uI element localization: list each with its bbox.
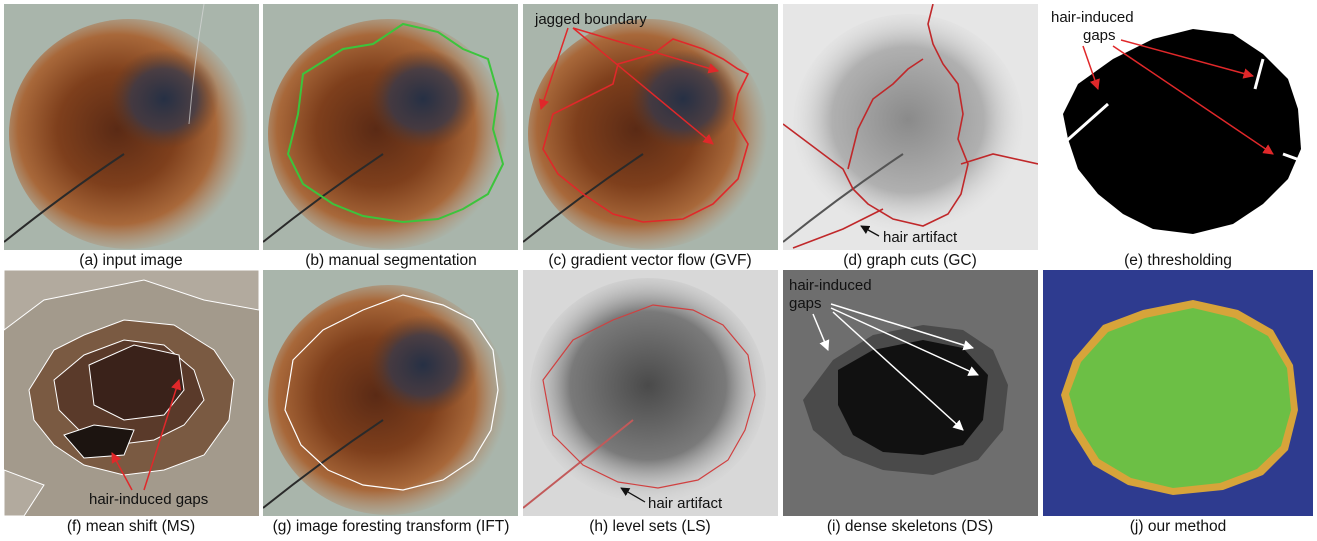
caption-a: (a) input image — [79, 252, 183, 269]
panel-b-manual-segmentation — [263, 4, 518, 250]
panel-j-our-method — [1043, 270, 1313, 516]
gvf-contour — [542, 38, 750, 223]
caption-j: (j) our method — [1129, 518, 1227, 535]
panel-c-gvf: jagged boundary — [523, 4, 778, 250]
mean-shift-regions: hair-induced gaps — [4, 270, 259, 516]
panel-f-mean-shift: hair-induced gaps — [4, 270, 259, 516]
ls-contour — [542, 304, 756, 489]
lesion-image: hair artifact — [783, 4, 1038, 250]
panel-i-dense-skeletons: hair-induced gaps — [783, 270, 1038, 516]
caption-h: (h) level sets (LS) — [589, 518, 711, 535]
caption-d: (d) graph cuts (GC) — [843, 252, 977, 269]
annotation-hair-induced-line2: gaps — [789, 295, 822, 312]
panel-a-input-image — [4, 4, 259, 250]
annotation-hair-induced-gaps: hair-induced gaps — [89, 491, 208, 508]
annotation-hair-induced-line1: hair-induced — [1051, 9, 1134, 26]
lesion-image: jagged boundary — [523, 4, 778, 250]
caption-f: (f) mean shift (MS) — [66, 518, 196, 535]
annotation-hair-artifact: hair artifact — [648, 495, 723, 512]
panel-d-graph-cuts: hair artifact — [783, 4, 1038, 250]
lesion-image — [4, 4, 259, 250]
lesion-image — [263, 270, 518, 516]
method-result — [1043, 270, 1313, 516]
manual-contour — [286, 22, 505, 224]
caption-i: (i) dense skeletons (DS) — [826, 518, 994, 535]
panel-g-ift — [263, 270, 518, 516]
annotation-jagged-boundary: jagged boundary — [534, 11, 647, 28]
threshold-mask: hair-induced gaps — [1043, 4, 1313, 250]
panel-e-thresholding: hair-induced gaps — [1043, 4, 1313, 250]
dense-skeleton-mask: hair-induced gaps — [783, 270, 1038, 516]
gc-contour — [783, 4, 1038, 249]
caption-e: (e) thresholding — [1124, 252, 1232, 269]
annotation-hair-artifact: hair artifact — [883, 229, 958, 246]
annotation-hair-induced-line1: hair-induced — [789, 277, 872, 294]
caption-c: (c) gradient vector flow (GVF) — [548, 252, 752, 269]
caption-g: (g) image foresting transform (IFT) — [272, 518, 510, 535]
caption-b: (b) manual segmentation — [305, 252, 477, 269]
lesion-image: hair artifact — [523, 270, 778, 516]
lesion-image — [263, 4, 518, 250]
panel-h-level-sets: hair artifact — [523, 270, 778, 516]
annotation-hair-induced-line2: gaps — [1083, 27, 1116, 44]
ift-contour — [284, 294, 499, 491]
